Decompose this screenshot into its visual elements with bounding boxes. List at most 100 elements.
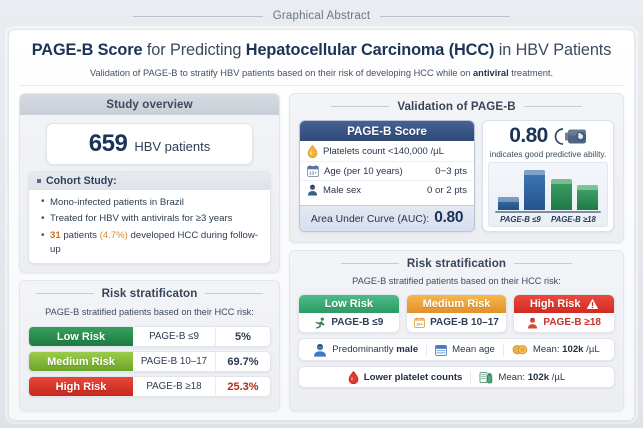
risk-stratification-left-panel: Risk stratificaton PAGE-B stratified pat… — [19, 280, 280, 411]
calendar-icon: 10+ — [307, 165, 319, 178]
risk-card-title: Medium Risk — [422, 298, 491, 310]
risk-range-value: PAGE-B ≥18 — [133, 377, 216, 396]
study-overview-panel: Study overview 659 HBV patients Cohort S… — [19, 93, 280, 273]
list-item: 31 patients (4.7%) developed HCC during … — [41, 228, 262, 258]
risk-card-title: High Risk — [529, 298, 581, 310]
page-subtitle: Validation of PAGE-B to stratify HBV pat… — [19, 68, 624, 86]
auc-note: indicates good predictive ability. — [489, 149, 607, 159]
info-bold: 102k — [562, 344, 584, 355]
patient-count-label: HBV patients — [134, 139, 211, 154]
risk-card-range: PAGE-B ≥18 — [543, 317, 601, 328]
title-part-1: PAGE-B Score — [31, 41, 143, 59]
risk-card-high: High Risk PAGE-B ≥18 — [513, 294, 616, 333]
hcc-mid: patients — [60, 230, 100, 242]
risk-card-range: PAGE-B 10–17 — [430, 316, 499, 328]
validation-rule-right — [523, 106, 582, 107]
risk-range-value: PAGE-B 10–17 — [133, 352, 216, 371]
lab-test-icon — [479, 371, 493, 384]
chart-tick-label: PAGE-B ≥18 — [550, 215, 596, 224]
subtitle-pre: Validation of PAGE-B to stratify HBV pat… — [89, 68, 473, 78]
info-post: /µL — [549, 371, 566, 383]
info-pre: Mean: — [532, 344, 563, 355]
study-overview-body: 659 HBV patients Cohort Study: Mono-infe… — [20, 115, 279, 272]
right-column: Validation of PAGE-B PAGE-B Score — [289, 93, 624, 411]
auc-summary-bar: Area Under Curve (AUC): 0.80 — [300, 205, 474, 231]
hcc-count: 31 — [50, 230, 61, 242]
chart-tick-labels: PAGE-B ≤9 PAGE-B ≥18 — [495, 215, 601, 224]
info-item-text: Predominantly male — [332, 344, 418, 355]
info-item-lower-platelets: Lower platelet counts — [340, 370, 471, 384]
risk-card-body: 10+ PAGE-B 10–17 — [407, 313, 507, 331]
score-criterion-label: Male sex — [323, 184, 362, 196]
risk-card-title: Low Risk — [324, 298, 373, 310]
risk-left-header: Risk stratificaton — [20, 281, 279, 304]
title-part-4: in HBV Patients — [494, 41, 612, 59]
auc-headline: 0.80 — [509, 124, 586, 148]
risk-card-body: PAGE-B ≥18 — [514, 313, 614, 332]
info-bold: Lower platelet counts — [363, 371, 463, 383]
chart-bar — [577, 185, 599, 210]
person-red-icon — [527, 317, 538, 329]
risk-right-rule-right — [514, 263, 573, 264]
info-pre: Mean: — [498, 371, 528, 383]
risk-card-low: Low Risk PAGE-B ≤9 — [298, 294, 400, 333]
male-person-icon — [307, 184, 318, 196]
risk-card-header: High Risk — [514, 295, 615, 313]
risk-range-value: PAGE-B ≤9 — [133, 327, 216, 346]
risk-cards: Low Risk PAGE-B ≤9 — [298, 294, 616, 333]
info-item-sex: Predominantly male — [305, 343, 426, 357]
score-criterion-points: 0 or 2 pts — [427, 184, 467, 196]
risk-left-note: PAGE-B stratified patients based on thei… — [45, 307, 254, 317]
chart-bar — [524, 169, 546, 210]
risk-card-header: Low Risk — [299, 295, 399, 313]
risk-right-note: PAGE-B stratified patients based on thei… — [352, 276, 561, 286]
cohort-study-header: Cohort Study: — [29, 172, 270, 190]
validation-header: Validation of PAGE-B — [290, 94, 623, 117]
study-overview-header: Study overview — [20, 94, 279, 115]
running-person-icon — [314, 317, 326, 329]
info-item-text: Mean: 102k /µL — [533, 344, 600, 355]
score-criterion-platelets: Platelets count <140,000 /µL — [300, 142, 474, 163]
hcc-tail: developed HCC during follow-up — [50, 230, 258, 255]
info-item-text: Lower platelet counts — [364, 372, 463, 383]
caption-label: Graphical Abstract — [272, 10, 371, 22]
patient-count-value: 659 — [88, 130, 128, 157]
auc-label: Area Under Curve (AUC): — [310, 214, 430, 225]
info-item-text: Mean: 102k /µL — [498, 372, 565, 383]
left-column: Study overview 659 HBV patients Cohort S… — [19, 93, 280, 411]
chart-bar — [497, 196, 519, 210]
risk-card-medium: Medium Risk 10+ PAGE-B 10–17 — [405, 294, 508, 333]
table-row: Medium Risk PAGE-B 10–17 69.7% — [28, 351, 271, 372]
validation-panel: Validation of PAGE-B PAGE-B Score — [289, 93, 624, 243]
risk-level-label: Medium Risk — [29, 352, 133, 371]
info-item-platelets-mean: Mean: 102k /µL — [502, 343, 608, 356]
auc-bar-chart: PAGE-B ≤9 PAGE-B ≥18 — [488, 162, 608, 227]
list-item: Treated for HBV with antivirals for ≥3 y… — [41, 211, 262, 228]
page-b-score-rows: Platelets count <140,000 /µL 10+ Age (pe… — [300, 141, 474, 205]
risk-left-rule-right — [205, 293, 264, 294]
droplet-icon — [307, 145, 318, 159]
risk-percent-value: 5% — [235, 330, 251, 343]
risk-left-body: PAGE-B stratified patients based on thei… — [20, 304, 279, 405]
graphical-abstract-caption: Graphical Abstract — [8, 6, 635, 26]
risk-info-strip-1: Predominantly male Mean age — [298, 338, 615, 361]
svg-text:10+: 10+ — [309, 171, 317, 176]
score-criterion-points: 0−3 pts — [435, 165, 467, 177]
risk-left-title: Risk stratificaton — [101, 287, 198, 300]
validation-title: Validation of PAGE-B — [397, 100, 516, 113]
risk-info-strip-2: Lower platelet counts Mean: 102k /µL — [298, 366, 615, 388]
risk-card-header: Medium Risk — [406, 295, 507, 313]
abstract-card: PAGE-B Score for Predicting Hepatocellul… — [8, 29, 635, 421]
male-avatar-icon — [313, 343, 327, 357]
risk-left-rule-left — [35, 293, 94, 294]
calendar-blue-icon — [435, 344, 448, 356]
risk-percent-value: 25.3% — [227, 380, 259, 393]
chart-axis — [495, 211, 601, 213]
list-item: Mono-infected patients in Brazil — [41, 194, 262, 211]
validation-body: PAGE-B Score Platelets count <140,000 /µ… — [290, 117, 623, 242]
subtitle-post: treatment. — [508, 68, 554, 78]
table-row: High Risk PAGE-B ≥18 25.3% — [28, 376, 271, 397]
info-item-age: Mean age — [426, 343, 503, 356]
gauge-icon — [553, 127, 587, 146]
